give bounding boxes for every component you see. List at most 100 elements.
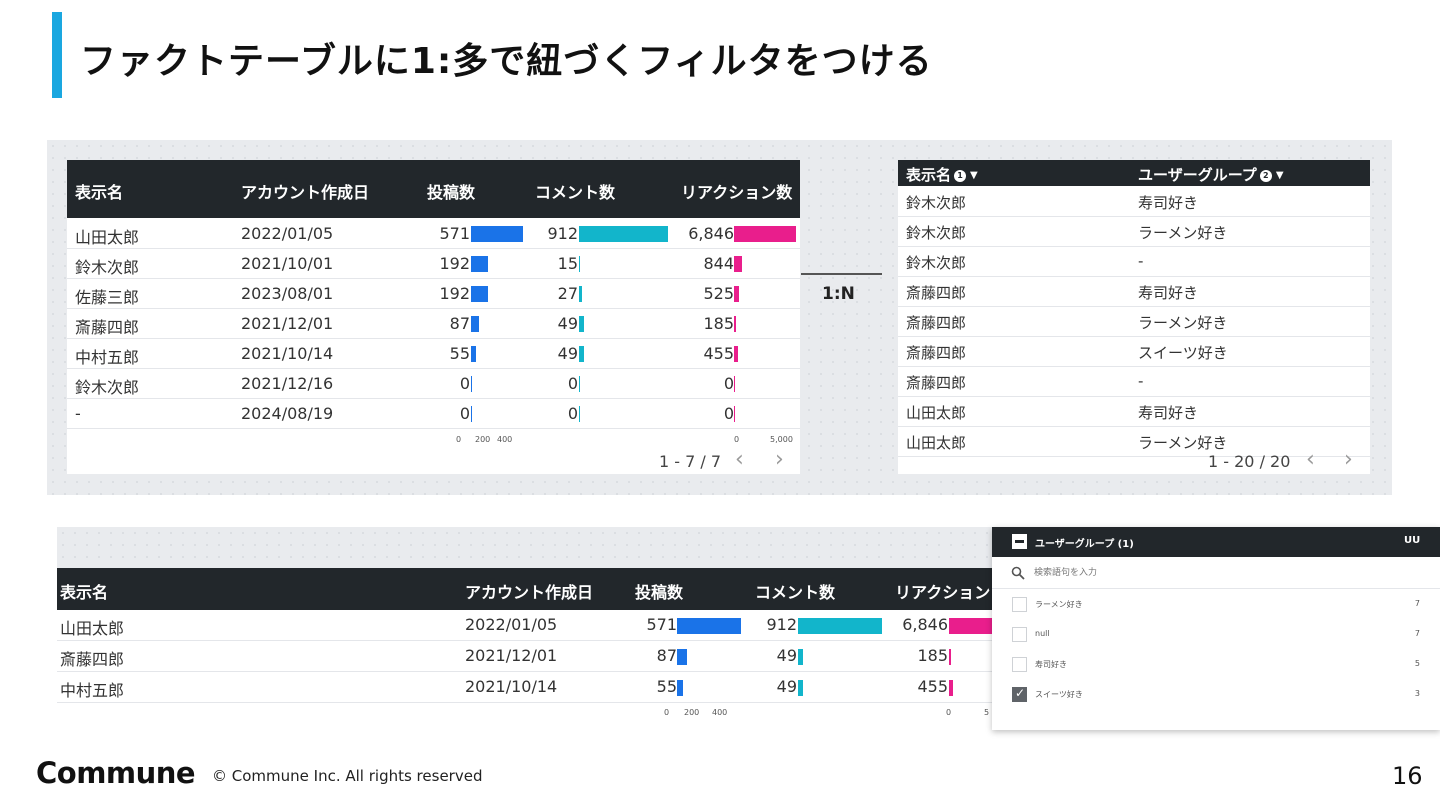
- next-page-icon[interactable]: ›: [775, 447, 784, 472]
- table-row[interactable]: 佐藤三郎 2023/08/01 192 27 525: [67, 279, 800, 309]
- column-header-reactions[interactable]: リアクション: [895, 583, 991, 602]
- cell-reactions: 455: [917, 677, 948, 696]
- reactions-bar: [734, 406, 735, 422]
- column-header-comments[interactable]: コメント数: [755, 583, 836, 602]
- filtered-fact-table: 表示名 アカウント作成日 投稿数 コメント数 リアクション 山田太郎 2022/0…: [57, 568, 992, 718]
- reactions-bar: [949, 679, 953, 696]
- cell-posts: 55: [656, 677, 677, 696]
- option-count: 3: [1414, 689, 1420, 698]
- table-row[interactable]: 鈴木次郎 寿司好き: [898, 187, 1370, 217]
- cell-reactions: 844: [703, 254, 734, 273]
- filter-search-input[interactable]: [1034, 564, 1394, 582]
- table-row[interactable]: 鈴木次郎 ラーメン好き: [898, 217, 1370, 247]
- filter-option[interactable]: ラーメン好き 7: [992, 589, 1440, 619]
- cell-created-date: 2021/10/14: [465, 677, 558, 696]
- cell-user-group: ラーメン好き: [1138, 314, 1228, 332]
- column-header-created-date[interactable]: アカウント作成日: [465, 583, 594, 602]
- option-count: 7: [1414, 599, 1420, 608]
- filter-option[interactable]: スイーツ好き 3: [992, 679, 1440, 709]
- table-row[interactable]: 斎藤四郎 -: [898, 367, 1370, 397]
- user-group-table: 表示名 1 ▼ ユーザーグループ 2 ▼ 鈴木次郎 寿司好き 鈴木次郎 ラーメン好き 鈴木次郎 -…: [898, 160, 1370, 474]
- column-header-comments[interactable]: コメント数: [535, 183, 616, 202]
- posts-axis-tick: 0: [456, 435, 462, 444]
- cell-display-name: -: [75, 404, 81, 423]
- reactions-axis-tick: 0: [734, 435, 740, 444]
- search-icon: [1011, 566, 1025, 580]
- reactions-bar: [734, 376, 735, 392]
- cell-created-date: 2023/08/01: [241, 284, 334, 303]
- cell-display-name: 山田太郎: [60, 619, 125, 638]
- posts-bar: [471, 406, 472, 422]
- table-row[interactable]: 山田太郎 2022/01/05 571 912 6,846: [57, 610, 992, 641]
- cell-reactions: 6,846: [902, 615, 948, 634]
- column-header-posts[interactable]: 投稿数: [427, 183, 476, 202]
- option-checkbox[interactable]: [1012, 627, 1027, 642]
- column-header-created-date[interactable]: アカウント作成日: [241, 183, 370, 202]
- deselect-all-checkbox[interactable]: [1012, 534, 1027, 549]
- prev-page-icon[interactable]: ‹: [1306, 447, 1315, 472]
- table-row[interactable]: 斎藤四郎 2021/12/01 87 49 185: [57, 641, 992, 672]
- posts-bar: [471, 376, 472, 392]
- cell-reactions: 185: [703, 314, 734, 333]
- option-checkbox[interactable]: [1012, 657, 1027, 672]
- next-page-icon[interactable]: ›: [1344, 447, 1353, 472]
- option-checkbox[interactable]: [1012, 597, 1027, 612]
- table-row[interactable]: 山田太郎 寿司好き: [898, 397, 1370, 427]
- table-row[interactable]: 斎藤四郎 2021/12/01 87 49 185: [67, 309, 800, 339]
- option-label: スイーツ好き: [1035, 690, 1083, 699]
- filter-dropdown-header: ユーザーグループ (1) UU: [992, 527, 1440, 557]
- cell-user-group: 寿司好き: [1138, 404, 1199, 422]
- cell-display-name: 中村五郎: [75, 348, 140, 367]
- option-checkbox[interactable]: [1012, 686, 1027, 702]
- table-row[interactable]: - 2024/08/19 0 0 0: [67, 399, 800, 429]
- option-count: 7: [1414, 629, 1420, 638]
- column-header-user-group[interactable]: ユーザーグループ 2 ▼: [1138, 166, 1284, 184]
- table-row[interactable]: 中村五郎 2021/10/14 55 49 455: [67, 339, 800, 369]
- user-group-filter-dropdown: ユーザーグループ (1) UU ラーメン好き 7 null 7 寿司好き 5 スイーツ好き 3: [992, 527, 1440, 730]
- table-row[interactable]: 鈴木次郎 2021/10/01 192 15 844: [67, 249, 800, 279]
- reactions-bar: [734, 346, 739, 362]
- table-row[interactable]: 斎藤四郎 スイーツ好き: [898, 337, 1370, 367]
- cell-reactions: 0: [723, 404, 734, 423]
- posts-bar: [471, 346, 476, 362]
- cell-user-group: ラーメン好き: [1138, 224, 1228, 242]
- cell-display-name: 鈴木次郎: [906, 224, 967, 242]
- table-row[interactable]: 山田太郎 2022/01/05 571 912 6,846: [67, 219, 800, 249]
- filtered-table-header: 表示名 アカウント作成日 投稿数 コメント数 リアクション: [57, 568, 992, 610]
- table-row[interactable]: 斎藤四郎 ラーメン好き: [898, 307, 1370, 337]
- cell-created-date: 2022/01/05: [465, 615, 558, 634]
- column-header-reactions[interactable]: リアクション数: [681, 183, 793, 202]
- posts-bar: [471, 316, 479, 332]
- table-row[interactable]: 斎藤四郎 寿司好き: [898, 277, 1370, 307]
- fact-table: 表示名 アカウント作成日 投稿数 コメント数 リアクション数 山田太郎 2022/…: [67, 160, 800, 474]
- comments-bar: [579, 376, 580, 392]
- posts-bar: [471, 256, 489, 272]
- reactions-bar: [949, 648, 951, 665]
- table-row[interactable]: 山田太郎 ラーメン好き: [898, 427, 1370, 457]
- cell-comments: 912: [547, 224, 578, 243]
- cell-comments: 912: [766, 615, 797, 634]
- caret-down-icon: ▼: [1275, 170, 1284, 181]
- cell-user-group: 寿司好き: [1138, 284, 1199, 302]
- table-row[interactable]: 鈴木次郎 -: [898, 247, 1370, 277]
- column-header-posts[interactable]: 投稿数: [635, 583, 684, 602]
- user-group-table-pagination: 1 - 20 / 20: [1208, 452, 1291, 471]
- filter-option[interactable]: 寿司好き 5: [992, 649, 1440, 679]
- comments-bar: [579, 346, 584, 362]
- table-row[interactable]: 中村五郎 2021/10/14 55 49 455: [57, 672, 992, 703]
- cell-created-date: 2021/12/01: [465, 646, 558, 665]
- cell-created-date: 2022/01/05: [241, 224, 334, 243]
- filtered-dashboard-canvas: [57, 527, 992, 569]
- cell-reactions: 525: [703, 284, 734, 303]
- column-header-display-name[interactable]: 表示名: [75, 183, 124, 202]
- cell-reactions: 6,846: [688, 224, 734, 243]
- column-header-display-name[interactable]: 表示名: [60, 583, 109, 602]
- prev-page-icon[interactable]: ‹: [735, 447, 744, 472]
- filter-metric-label: UU: [1404, 535, 1421, 546]
- table-row[interactable]: 鈴木次郎 2021/12/16 0 0 0: [67, 369, 800, 399]
- filter-option[interactable]: null 7: [992, 619, 1440, 649]
- column-header-display-name[interactable]: 表示名 1 ▼: [906, 166, 978, 184]
- cell-comments: 49: [557, 314, 578, 333]
- cell-display-name: 鈴木次郎: [906, 194, 967, 212]
- posts-bar: [677, 679, 684, 696]
